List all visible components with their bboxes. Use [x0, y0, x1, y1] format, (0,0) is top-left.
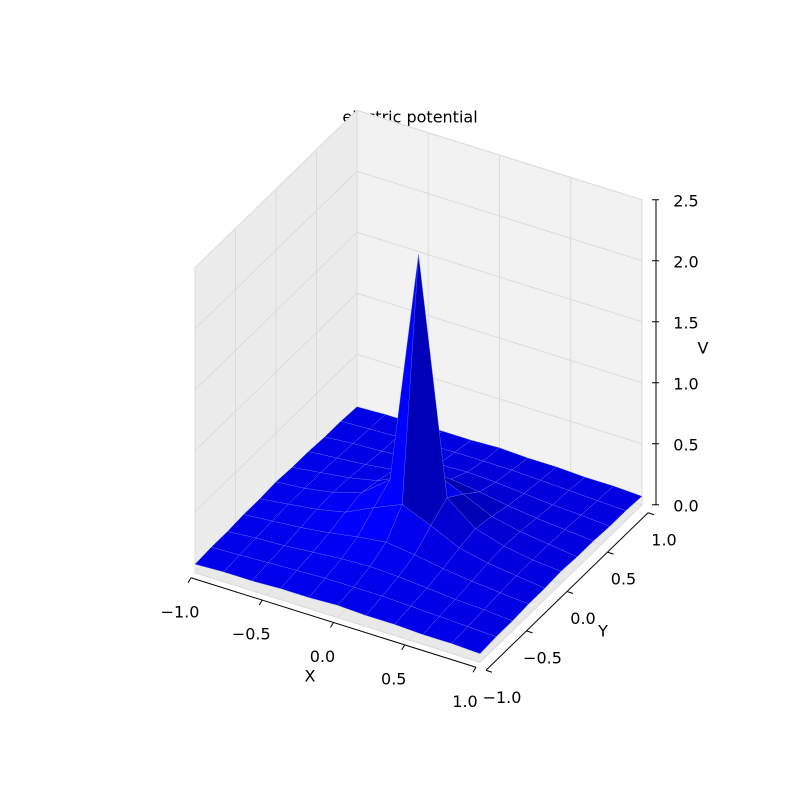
grid-line	[194, 109, 358, 269]
y-tick	[566, 591, 574, 594]
grid-line	[194, 231, 358, 391]
grid-line	[194, 353, 358, 513]
x-axis-label: X	[305, 667, 316, 686]
y-tick-label: 1.0	[651, 530, 676, 549]
z-tick-label: 0.0	[673, 496, 698, 515]
grid-line	[194, 572, 481, 663]
y-tick	[647, 512, 655, 516]
z-axis-label: V	[698, 339, 709, 358]
y-tick	[607, 551, 614, 555]
x-tick	[401, 644, 406, 651]
x-tick	[330, 622, 334, 628]
z-tick-label: 1.0	[673, 374, 698, 393]
grid-line	[356, 292, 643, 384]
y-tick-label: 0.5	[611, 570, 636, 589]
x-tick-label: −0.5	[232, 625, 271, 644]
y-tick	[526, 630, 533, 634]
x-tick	[258, 599, 263, 606]
x-tick-label: 1.0	[452, 692, 477, 711]
z-tick-label: 0.5	[673, 435, 698, 454]
y-tick-label: −1.0	[483, 688, 522, 707]
x-tick-label: 0.0	[310, 647, 335, 666]
x-tick	[472, 666, 477, 673]
z-tick-label: 2.5	[673, 191, 698, 210]
z-tick-label: 1.5	[673, 313, 698, 332]
x-tick-label: 0.5	[381, 669, 406, 688]
grid-line	[194, 170, 358, 330]
y-tick-label: 0.0	[570, 609, 595, 628]
grid-line	[194, 292, 358, 452]
x-tick	[187, 577, 192, 584]
surface-patch	[451, 626, 497, 654]
y-axis-label: Y	[597, 622, 608, 641]
grid-line	[356, 109, 643, 201]
y-tick	[485, 669, 493, 673]
x-tick-label: −1.0	[161, 602, 200, 621]
grid-line	[356, 170, 643, 262]
y-tick-label: −0.5	[523, 648, 562, 667]
z-tick-label: 2.0	[673, 252, 698, 271]
grid-line	[356, 231, 643, 323]
